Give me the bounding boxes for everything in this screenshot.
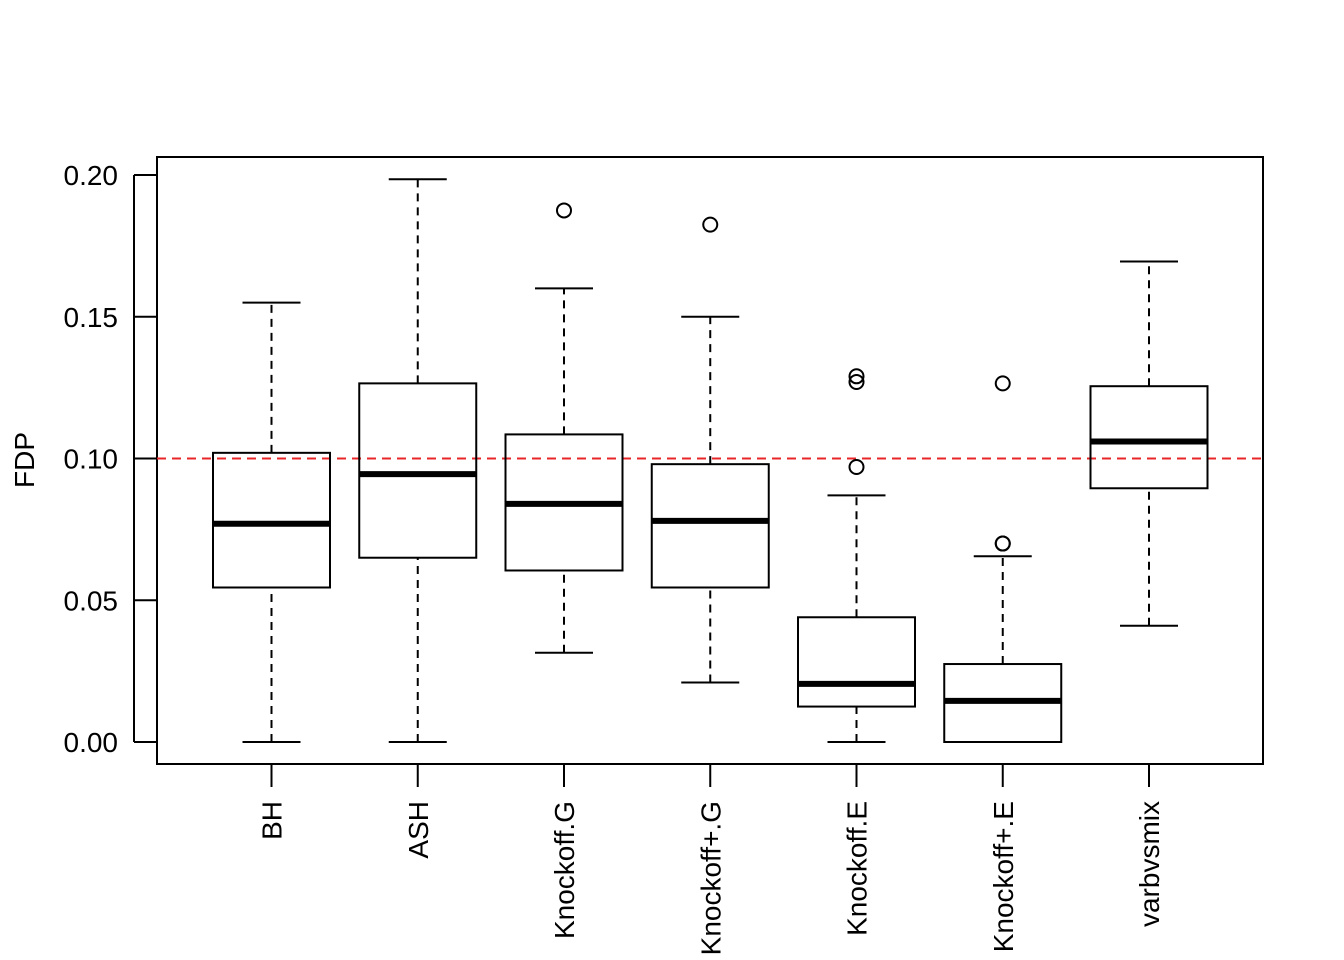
y-tick-label: 0.10 bbox=[64, 444, 119, 475]
iqr-box bbox=[650, 463, 770, 589]
iqr-box bbox=[358, 382, 478, 559]
y-tick-label: 0.20 bbox=[64, 160, 119, 191]
box-varbvsmix bbox=[1089, 260, 1209, 627]
box-knockoff-e bbox=[797, 368, 916, 743]
x-tick-label: BH bbox=[257, 801, 288, 840]
iqr-box bbox=[797, 616, 916, 708]
x-axis: BH ASH Knockoff.G Knockoff+.G Knockoff.E Knoc… bbox=[257, 763, 1165, 955]
y-tick-label: 0.00 bbox=[64, 727, 119, 758]
outlier-point bbox=[848, 368, 865, 385]
y-tick-label: 0.15 bbox=[64, 302, 119, 333]
box-knockoff-g bbox=[650, 216, 770, 684]
y-tick-label: 0.05 bbox=[64, 585, 119, 616]
iqr-box bbox=[212, 451, 331, 589]
outlier-point bbox=[994, 535, 1011, 552]
outlier-point bbox=[848, 373, 865, 390]
outlier-point bbox=[702, 216, 719, 233]
x-tick-label: Knockoff.E bbox=[842, 801, 873, 936]
x-tick-label: Knockoff.G bbox=[549, 801, 580, 939]
box-knockoff-e bbox=[943, 375, 1063, 743]
y-axis-label: FDP bbox=[9, 432, 40, 488]
x-tick-label: Knockoff+.E bbox=[988, 801, 1019, 952]
iqr-box bbox=[1089, 385, 1209, 490]
x-tick-label: ASH bbox=[403, 801, 434, 859]
x-tick-label: varbvsmix bbox=[1134, 801, 1165, 927]
y-axis: 0.00 0.05 0.10 0.15 0.20 bbox=[64, 160, 157, 758]
x-tick-label: Knockoff+.G bbox=[695, 801, 726, 955]
box-bh bbox=[212, 301, 331, 743]
outlier-point bbox=[556, 202, 572, 219]
outlier-point bbox=[994, 375, 1011, 392]
box-ash bbox=[358, 178, 478, 743]
outlier-point bbox=[848, 459, 865, 476]
boxes-group bbox=[212, 178, 1209, 743]
box-knockoff-g bbox=[504, 202, 624, 654]
